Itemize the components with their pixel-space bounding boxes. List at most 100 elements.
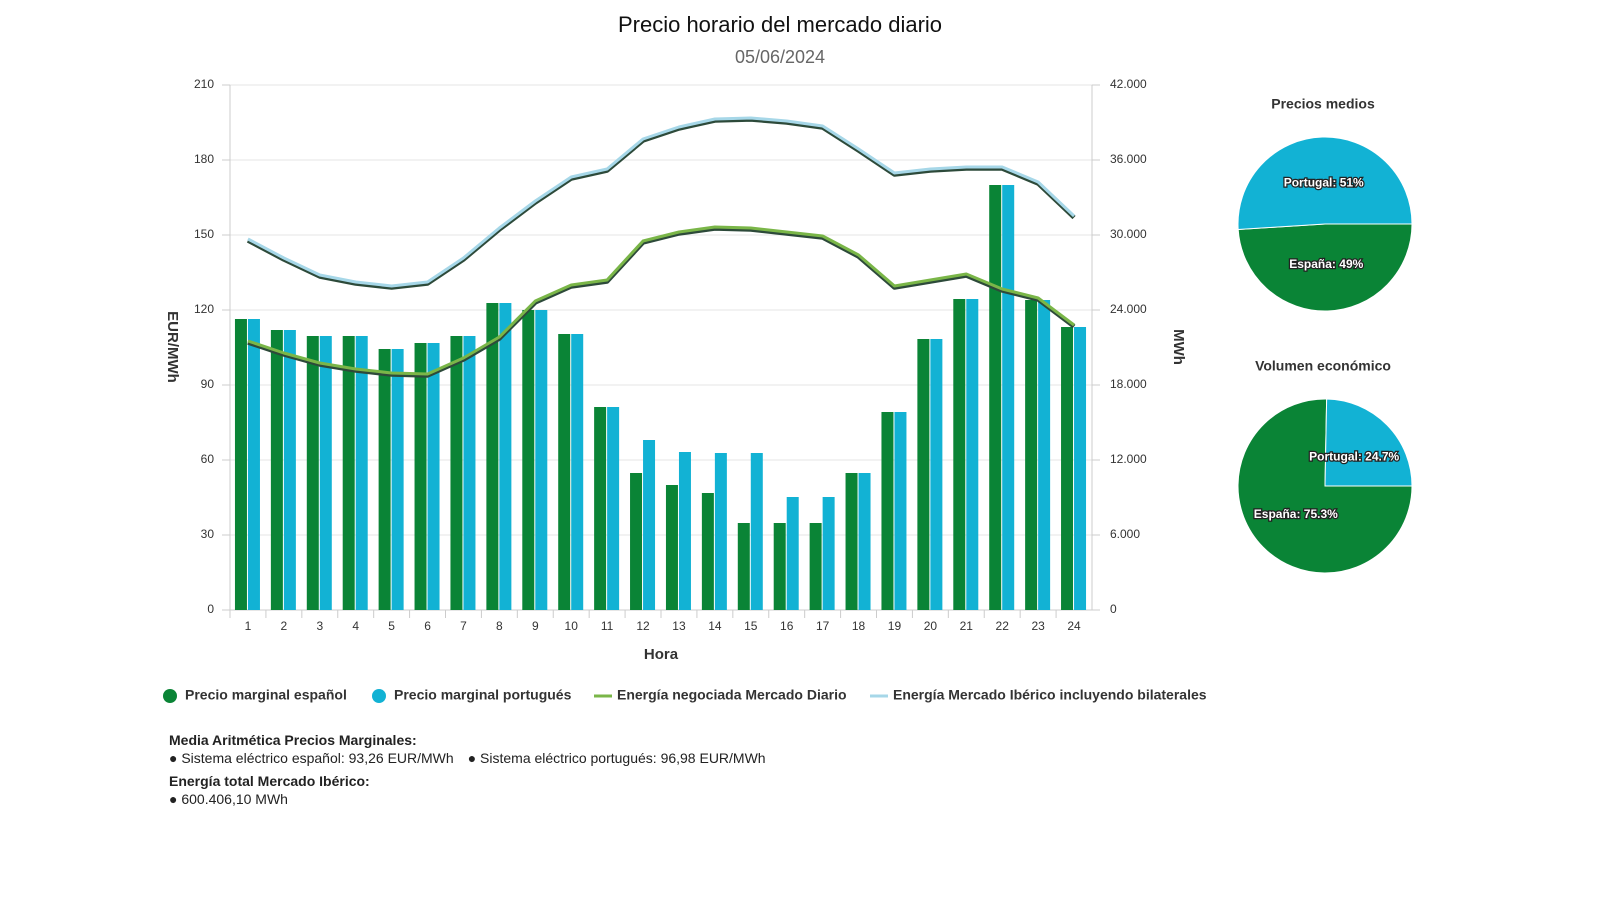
- bar: [1038, 300, 1051, 610]
- pie-label: Portugal: 51%: [1284, 175, 1364, 189]
- x-tick-label: 13: [672, 619, 686, 633]
- bar: [858, 473, 871, 610]
- x-tick-label: 3: [316, 619, 323, 633]
- legend-marker: [372, 689, 386, 703]
- y-tick-label: 120: [194, 302, 214, 316]
- bar: [1074, 327, 1087, 610]
- bar: [643, 440, 656, 610]
- summary-item: ● Sistema eléctrico portugués: 96,98 EUR…: [467, 750, 766, 766]
- x-tick-label: 10: [565, 619, 579, 633]
- bar: [701, 493, 714, 610]
- pie-title: Precios medios: [1271, 96, 1375, 112]
- y-tick-label: 0: [207, 602, 214, 616]
- pie-slice: [1324, 398, 1413, 487]
- y2-tick-label: 24.000: [1110, 302, 1147, 316]
- bar: [342, 336, 355, 610]
- bar: [737, 523, 750, 610]
- x-tick-label: 6: [424, 619, 431, 633]
- bar: [499, 303, 512, 610]
- bar: [630, 473, 643, 610]
- bar: [714, 453, 727, 610]
- x-tick-label: 5: [388, 619, 395, 633]
- bar: [306, 336, 319, 610]
- y-axis-label: EUR/MWh: [164, 311, 181, 383]
- y-tick-label: 150: [194, 227, 214, 241]
- x-tick-label: 16: [780, 619, 794, 633]
- x-tick-label: 4: [352, 619, 359, 633]
- bar: [486, 303, 499, 610]
- bar: [966, 299, 979, 610]
- pie-label: España: 49%: [1289, 257, 1363, 271]
- x-tick-label: 15: [744, 619, 758, 633]
- y2-tick-label: 42.000: [1110, 77, 1147, 91]
- bar: [283, 330, 296, 610]
- x-tick-label: 2: [281, 619, 288, 633]
- legend-label: Precio marginal español: [185, 687, 347, 703]
- summary-section: Energía total Mercado Ibérico: ● 600.406,…: [169, 772, 780, 808]
- bar: [378, 349, 391, 610]
- legend-label: Energía Mercado Ibérico incluyendo bilat…: [893, 687, 1207, 703]
- summary-item: ● Sistema eléctrico español: 93,26 EUR/M…: [169, 750, 454, 766]
- bar: [247, 319, 260, 610]
- summary-items: ● 600.406,10 MWh: [169, 790, 780, 808]
- bar: [355, 336, 368, 610]
- chart: Precio horario del mercado diario 05/06/…: [163, 12, 1413, 703]
- bar: [845, 473, 858, 610]
- x-tick-label: 23: [1031, 619, 1045, 633]
- line: [247, 225, 1075, 376]
- chart-subtitle: 05/06/2024: [735, 47, 825, 67]
- legend-label: Energía negociada Mercado Diario: [617, 687, 847, 703]
- y-tick-label: 60: [201, 452, 215, 466]
- bar: [989, 185, 1002, 610]
- x-tick-label: 11: [601, 619, 614, 633]
- x-tick-label: 19: [888, 619, 902, 633]
- y-tick-label: 30: [201, 527, 215, 541]
- pie-slice: [1237, 398, 1413, 574]
- bar: [414, 343, 427, 610]
- summary-item: ● 600.406,10 MWh: [169, 791, 288, 807]
- bar: [234, 319, 247, 610]
- chart-title: Precio horario del mercado diario: [618, 12, 942, 37]
- bar: [917, 339, 930, 610]
- x-tick-label: 14: [708, 619, 722, 633]
- x-tick-label: 9: [532, 619, 539, 633]
- bar: [822, 497, 835, 610]
- y-tick-label: 210: [194, 77, 214, 91]
- y2-tick-label: 6.000: [1110, 527, 1140, 541]
- legend-marker: [163, 689, 177, 703]
- x-tick-label: 1: [245, 619, 252, 633]
- x-tick-label: 17: [816, 619, 830, 633]
- y2-tick-label: 36.000: [1110, 152, 1147, 166]
- pie-title: Volumen económico: [1255, 358, 1391, 374]
- bar: [894, 412, 907, 610]
- bar: [953, 299, 966, 610]
- summary-section: Media Aritmética Precios Marginales: ● Si…: [169, 731, 780, 767]
- bar: [1002, 185, 1015, 610]
- x-tick-label: 21: [960, 619, 974, 633]
- bar: [1061, 327, 1074, 610]
- x-tick-label: 12: [636, 619, 650, 633]
- y2-tick-label: 0: [1110, 602, 1117, 616]
- x-tick-label: 24: [1067, 619, 1081, 633]
- y-tick-label: 180: [194, 152, 214, 166]
- bar: [522, 310, 535, 610]
- bar: [678, 452, 691, 610]
- y2-axis-label: MWh: [1170, 329, 1187, 365]
- bar: [786, 497, 799, 610]
- pie-label: España: 75.3%: [1254, 507, 1338, 521]
- summary-heading: Energía total Mercado Ibérico:: [169, 773, 370, 789]
- y-tick-label: 90: [201, 377, 215, 391]
- pie-label: Portugal: 24.7%: [1309, 450, 1399, 464]
- legend-label: Precio marginal portugués: [394, 687, 572, 703]
- bar: [319, 336, 332, 610]
- bar: [450, 336, 463, 610]
- line: [247, 116, 1076, 288]
- summary: Media Aritmética Precios Marginales: ● Si…: [169, 731, 780, 813]
- pie-slice: [1237, 136, 1413, 230]
- bar: [270, 330, 283, 610]
- y2-tick-label: 18.000: [1110, 377, 1147, 391]
- bar: [750, 453, 763, 610]
- x-tick-label: 22: [996, 619, 1010, 633]
